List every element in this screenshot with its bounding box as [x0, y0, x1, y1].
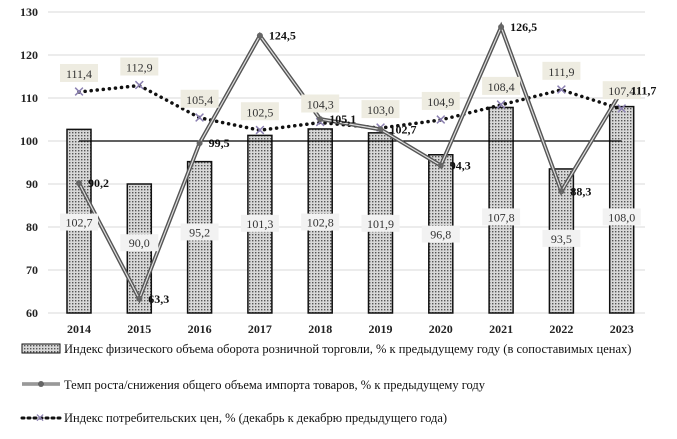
bar-label-bg — [361, 214, 400, 232]
cpi-label-bg — [482, 76, 521, 95]
import-data-label: 63,3 — [148, 292, 169, 306]
cpi-label-bg — [361, 100, 400, 119]
import-data-label: 105,1 — [329, 112, 356, 126]
import-marker — [76, 180, 82, 187]
import-marker — [317, 116, 324, 123]
cpi-label-bg — [60, 63, 98, 82]
legend-bar-label: Индекс физического объема оборота рознич… — [64, 342, 631, 356]
bar-data-label: 93,5 — [551, 232, 572, 246]
x-tick-label: 2020 — [429, 322, 453, 336]
import-line-outer — [77, 21, 624, 304]
cpi-data-label: 104,3 — [307, 98, 334, 112]
bar-data-label: 101,3 — [246, 217, 273, 231]
cpi-data-label: 102,5 — [246, 105, 273, 119]
x-tick-label: 2018 — [308, 322, 332, 336]
cpi-marker: ✕ — [555, 83, 568, 99]
import-marker — [437, 162, 444, 169]
cpi-label-bg — [602, 81, 641, 100]
cpi-data-label: 104,9 — [427, 95, 454, 109]
bar-data-label: 96,8 — [430, 228, 451, 242]
bar-data-label: 107,8 — [488, 210, 515, 224]
cpi-data-label: 112,9 — [126, 61, 153, 75]
bar-label-bg — [60, 213, 98, 231]
bar-data-label: 101,9 — [367, 217, 394, 231]
bar-label-bg — [542, 229, 581, 247]
bar-label-bg — [180, 223, 219, 241]
import-marker — [256, 32, 263, 39]
bar-label-bg — [301, 213, 340, 231]
bar-label-bg — [482, 208, 521, 226]
cpi-marker: ✕ — [435, 113, 448, 129]
legend-bar-swatch — [21, 343, 61, 354]
y-tick-label: 90 — [26, 177, 38, 191]
cpi-data-label: 108,4 — [488, 80, 515, 94]
y-tick-label: 110 — [21, 91, 38, 105]
x-tick-label: 2022 — [549, 322, 573, 336]
x-tick-label: 2023 — [610, 322, 634, 336]
y-tick-label: 60 — [26, 306, 38, 320]
import-data-label: 90,2 — [88, 176, 109, 190]
y-tick-label: 70 — [26, 263, 38, 277]
bar-data-label: 108,0 — [608, 210, 635, 224]
cpi-label-bg — [421, 91, 460, 110]
cpi-label-bg — [301, 94, 340, 113]
cpi-marker: ✕ — [73, 85, 86, 101]
bar-label-bg — [602, 208, 641, 226]
y-tick-label: 100 — [20, 134, 38, 148]
x-tick-label: 2019 — [369, 322, 393, 336]
cpi-marker: ✕ — [615, 102, 628, 118]
bar-label-bg — [120, 234, 159, 252]
cpi-data-label: 111,4 — [66, 67, 92, 81]
legend-import-marker — [38, 381, 44, 387]
import-data-label: 111,7 — [631, 84, 657, 98]
x-tick-label: 2021 — [489, 322, 513, 336]
y-tick-label: 80 — [26, 220, 38, 234]
cpi-marker: ✕ — [495, 98, 508, 114]
cpi-label-bg — [240, 102, 279, 121]
bar-data-label: 95,2 — [189, 225, 210, 239]
import-data-label: 102,7 — [390, 122, 417, 136]
import-data-label: 124,5 — [269, 29, 296, 43]
y-tick-label: 130 — [20, 5, 38, 19]
import-data-label: 88,3 — [570, 184, 591, 198]
x-tick-label: 2014 — [67, 322, 91, 336]
import-data-label: 99,5 — [209, 136, 230, 150]
bar-data-label: 102,7 — [66, 216, 93, 230]
import-marker — [558, 188, 565, 195]
x-tick-label: 2015 — [127, 322, 151, 336]
bar-label-bg — [421, 225, 460, 243]
x-tick-label: 2017 — [248, 322, 272, 336]
legend-import-label: Темп роста/снижения общего объема импорт… — [64, 378, 486, 392]
cpi-label-bg — [542, 61, 581, 80]
x-tick-label: 2016 — [188, 322, 212, 336]
legend-cpi-marker: ✕ — [35, 411, 45, 425]
cpi-label-bg — [120, 57, 159, 76]
import-data-label: 94,3 — [450, 159, 471, 173]
y-tick-label: 120 — [20, 48, 38, 62]
cpi-data-label: 103,0 — [367, 103, 394, 117]
import-marker — [377, 126, 384, 133]
bar-label-bg — [240, 214, 279, 232]
import-marker — [136, 295, 143, 302]
cpi-marker: ✕ — [193, 111, 206, 127]
cpi-data-label: 105,4 — [186, 93, 213, 107]
bar-data-label: 90,0 — [129, 236, 150, 250]
import-data-label: 126,5 — [510, 20, 537, 34]
import-marker — [196, 140, 203, 147]
import-marker — [498, 24, 505, 31]
import-line — [78, 25, 623, 301]
cpi-data-label: 107,4 — [608, 84, 635, 98]
bar-data-label: 102,8 — [307, 216, 334, 230]
legend-cpi-label: Индекс потребительских цен, % (декабрь к… — [64, 411, 447, 425]
cpi-label-bg — [180, 89, 219, 108]
cpi-marker: ✕ — [133, 79, 146, 95]
cpi-marker: ✕ — [254, 123, 267, 139]
cpi-data-label: 111,9 — [548, 65, 574, 79]
